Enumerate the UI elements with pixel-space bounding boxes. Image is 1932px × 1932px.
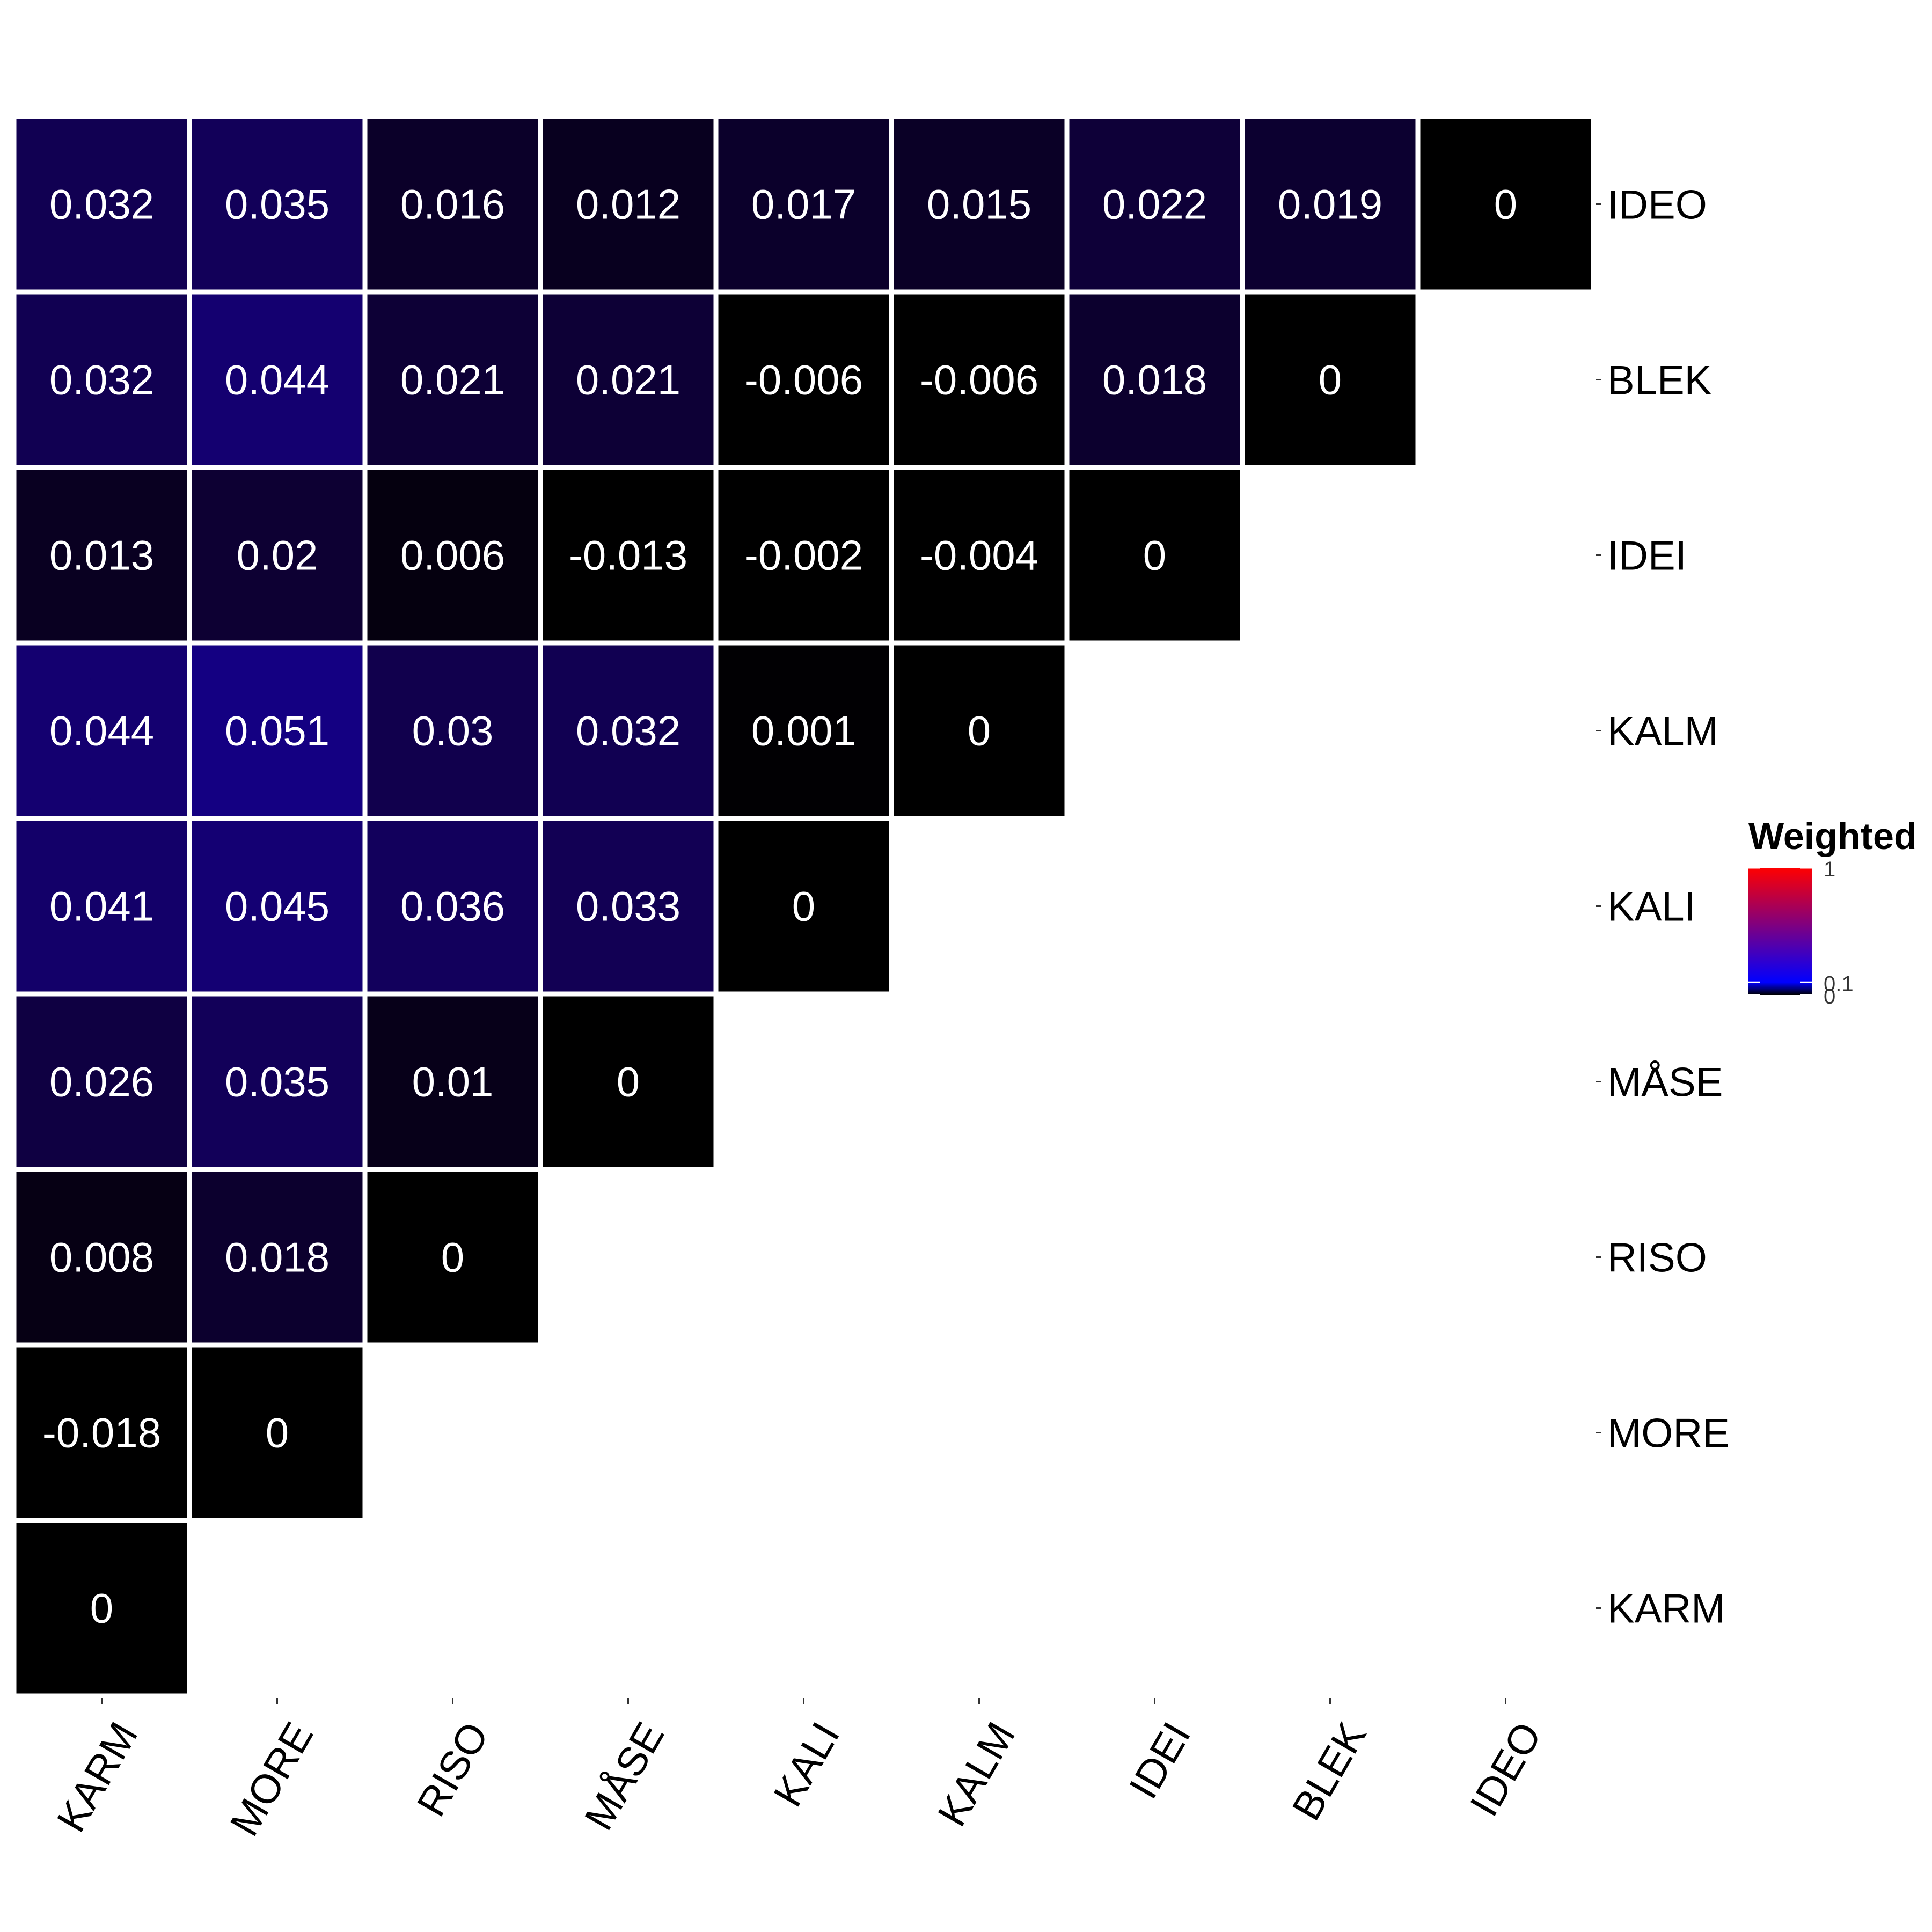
cell-value-label: -0.004 [920,532,1038,579]
cell-value-label: 0.02 [237,532,318,579]
cell-value-label: 0 [90,1585,113,1632]
heatmap-cell [362,816,543,997]
heatmap-cell [889,640,1070,821]
cell-value-label: 0.021 [576,356,680,404]
y-tick-label: KARM [1607,1586,1725,1632]
heatmap-cell [1240,114,1421,295]
legend-tick-label: 1 [1824,858,1835,881]
cell-value-label: 0.013 [49,532,154,579]
cell-value-label: 0.001 [751,707,856,755]
cell-value-label: 0.033 [576,883,680,930]
cell-value-label: 0.018 [1102,356,1207,404]
cell-value-label: 0 [792,883,815,930]
cell-value-label: 0.019 [1278,181,1382,228]
legend-tick-label: 0.1 [1824,972,1854,996]
y-axis: IDEO BLEK IDEI KALM KALI MÅSE RISO MORE KARM [1596,182,1730,1632]
cell-value-label: 0.051 [225,707,330,755]
heatmap-cell [538,114,719,295]
heatmap-cell [538,816,719,997]
cell-value-label: 0.015 [927,181,1031,228]
cell-value-label: 0 [617,1058,640,1106]
cell-value-label: 0.03 [412,707,494,755]
heatmap-cell [1415,114,1596,295]
cell-value-label: -0.006 [744,356,863,404]
heatmap-cell [187,1342,368,1523]
cell-value-label: -0.013 [569,532,687,579]
cell-value-label: 0.006 [400,532,505,579]
y-tick-label: KALM [1607,709,1718,755]
y-tick-label: MÅSE [1607,1060,1723,1106]
cell-value-label: 0 [968,707,991,755]
heatmap-cell [889,114,1070,295]
heatmap-cell [187,991,368,1172]
heatmap-cell [362,640,543,821]
cell-value-label: 0.032 [49,356,154,404]
cell-value-label: 0.012 [576,181,680,228]
heatmap-cell [362,1167,543,1348]
heatmap-cell [11,465,192,646]
cell-value-label: 0.01 [412,1058,494,1106]
heatmap-cell [713,465,894,646]
legend-title: Weighted [1748,815,1917,857]
heatmap-cell [11,1342,192,1523]
y-tick-label: RISO [1607,1235,1707,1281]
heatmap-cells: 0.032 0.035 0.016 0.012 0.017 0.015 0.022 0.019… [11,114,1596,1699]
cell-value-label: 0.041 [49,883,154,930]
cell-value-label: 0.017 [751,181,856,228]
cell-value-label: 0.044 [225,356,330,404]
legend-colorbar [1748,868,1812,995]
cell-value-label: 0 [1494,181,1517,228]
cell-value-label: 0.035 [225,1058,330,1106]
cell-value-label: 0.032 [49,181,154,228]
heatmap-cell [1064,289,1245,470]
cell-value-label: 0 [1319,356,1342,404]
legend: Weighted 10.10 [1748,815,1917,1008]
cell-value-label: 0 [441,1234,464,1281]
y-tick-label: IDEI [1607,533,1687,579]
cell-value-label: 0.045 [225,883,330,930]
heatmap-cell [713,640,894,821]
cell-value-label: 0.022 [1102,181,1207,228]
heatmap-cell [1064,465,1245,646]
cell-value-label: -0.018 [42,1409,161,1457]
y-tick-label: BLEK [1607,358,1711,404]
cell-value-label: -0.006 [920,356,1038,404]
heatmap-cell [362,465,543,646]
heatmap-cell [187,289,368,470]
legend-ticks: 10.10 [1748,858,1854,1008]
heatmap-cell [362,289,543,470]
y-tick-label: MORE [1607,1411,1730,1457]
heatmap-cell [11,991,192,1172]
y-tick-label: IDEO [1607,182,1707,228]
cell-value-label: 0.008 [49,1234,154,1281]
cell-value-label: -0.002 [744,532,863,579]
heatmap-cell [362,991,543,1172]
heatmap-cell [889,289,1070,470]
cell-value-label: 0 [1143,532,1166,579]
cell-value-label: 0.032 [576,707,680,755]
heatmap-cell [1240,289,1421,470]
cell-value-label: 0.016 [400,181,505,228]
legend-tick-label: 0 [1824,985,1835,1008]
cell-value-label: 0.044 [49,707,154,755]
cell-value-label: 0 [266,1409,289,1457]
heatmap-cell [538,289,719,470]
heatmap-cell [713,816,894,997]
heatmap-cell [187,1167,368,1348]
heatmap-cell [538,991,719,1172]
cell-value-label: 0.018 [225,1234,330,1281]
y-tick-label: KALI [1607,884,1696,930]
heatmap-cell [187,816,368,997]
cell-value-label: 0.035 [225,181,330,228]
heatmap-cell [11,114,192,295]
cell-value-label: 0.021 [400,356,505,404]
heatmap-cell [713,289,894,470]
heatmap-cell [11,1518,192,1699]
cell-value-label: 0.026 [49,1058,154,1106]
cell-value-label: 0.036 [400,883,505,930]
